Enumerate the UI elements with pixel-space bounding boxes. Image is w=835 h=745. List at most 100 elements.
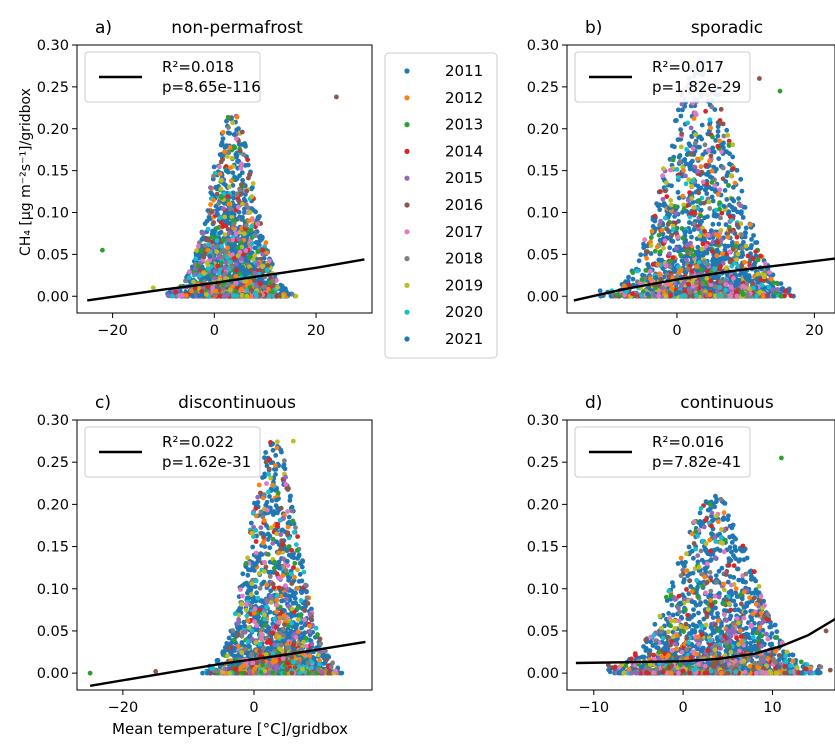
scatter-point xyxy=(745,253,751,259)
legend-label-2017: 2017 xyxy=(445,223,483,241)
scatter-point xyxy=(707,292,713,298)
scatter-point xyxy=(683,161,689,167)
scatter-point xyxy=(232,203,237,209)
scatter-point xyxy=(243,255,249,261)
scatter-point xyxy=(253,282,259,287)
scatter-point xyxy=(669,285,675,291)
scatter-point xyxy=(677,159,683,165)
scatter-point xyxy=(698,207,704,213)
scatter-point xyxy=(679,226,685,231)
scatter-point xyxy=(245,157,251,163)
scatter-point xyxy=(691,116,697,121)
scatter-point xyxy=(205,266,211,272)
scatter-point xyxy=(733,243,739,249)
scatter-point xyxy=(751,233,756,238)
scatter-point xyxy=(709,180,715,185)
scatter-point xyxy=(708,125,713,131)
scatter-point xyxy=(690,178,695,184)
scatter-point xyxy=(244,293,250,299)
scatter-point xyxy=(706,246,711,252)
scatter-point xyxy=(217,171,223,177)
scatter-point xyxy=(698,213,703,219)
scatter-point xyxy=(225,193,231,199)
panel-title: sporadic xyxy=(691,18,763,38)
scatter-point xyxy=(275,284,280,290)
scatter-point xyxy=(690,199,696,205)
scatter-point xyxy=(671,268,677,273)
scatter-point xyxy=(233,136,239,142)
scatter-point xyxy=(727,259,733,265)
scatter-point xyxy=(651,293,657,299)
scatter-point xyxy=(753,249,759,255)
scatter-point xyxy=(749,237,754,242)
scatter-point xyxy=(239,142,245,147)
scatter-point xyxy=(231,195,237,201)
scatter-point xyxy=(645,261,651,267)
scatter-point xyxy=(229,210,235,216)
scatter-point xyxy=(211,244,217,250)
scatter-point xyxy=(212,292,218,298)
scatter-point xyxy=(173,289,179,295)
scatter-point xyxy=(205,284,211,290)
scatter-point xyxy=(698,164,704,170)
scatter-point xyxy=(247,171,253,177)
scatter-point xyxy=(750,281,755,286)
scatter-point xyxy=(641,241,646,247)
scatter-point xyxy=(716,156,722,162)
axes-frame xyxy=(76,44,373,314)
scatter-point xyxy=(716,221,722,227)
scatter-point xyxy=(222,265,228,271)
scatter-point xyxy=(226,282,231,287)
scatter-point xyxy=(661,166,666,172)
scatter-point xyxy=(778,281,784,286)
scatter-point xyxy=(251,277,257,283)
scatter-point xyxy=(720,121,726,127)
scatter-point xyxy=(233,231,239,237)
scatter-point xyxy=(239,129,245,135)
scatter-point xyxy=(648,235,654,240)
scatter-point xyxy=(695,244,701,250)
scatter-point xyxy=(680,235,686,241)
scatter-point xyxy=(287,498,293,503)
scatter-point xyxy=(782,293,787,299)
scatter-point xyxy=(239,244,245,250)
scatter-point xyxy=(641,289,646,294)
scatter-point xyxy=(286,291,292,297)
scatter-point xyxy=(220,237,226,243)
scatter-point xyxy=(213,288,219,294)
scatter-point xyxy=(670,275,676,280)
scatter-point xyxy=(684,152,690,158)
scatter-point xyxy=(264,250,270,256)
scatter-point xyxy=(727,227,733,233)
scatter-point xyxy=(243,248,249,253)
scatter-point xyxy=(768,276,774,282)
scatter-point xyxy=(697,144,702,150)
scatter-point xyxy=(245,162,251,168)
scatter-point xyxy=(205,247,211,253)
scatter-point xyxy=(775,287,780,292)
scatter-point xyxy=(183,278,189,284)
scatter-point xyxy=(652,213,658,219)
scatter-point xyxy=(235,158,240,164)
scatter-point xyxy=(197,267,203,273)
scatter-point xyxy=(199,289,205,294)
scatter-point xyxy=(236,126,241,132)
scatter-point xyxy=(709,168,715,174)
scatter-point xyxy=(196,293,202,299)
scatter-point xyxy=(238,192,244,197)
x-axis-label: Mean temperature [°C]/gridbox xyxy=(112,720,348,738)
scatter-point xyxy=(187,269,192,275)
scatter-point xyxy=(690,146,696,152)
legend: 2011201220132014201520162017201820192020… xyxy=(384,52,498,359)
scatter-point xyxy=(743,271,748,277)
scatter-point xyxy=(701,259,707,265)
scatter-point xyxy=(704,162,709,168)
scatter-point xyxy=(738,203,744,209)
scatter-point xyxy=(712,107,718,112)
scatter-point xyxy=(685,120,690,126)
scatter-point xyxy=(716,293,722,298)
scatter-point xyxy=(214,191,220,197)
y-tick-label: 0.30 xyxy=(37,38,69,54)
scatter-point xyxy=(668,259,673,264)
scatter-point xyxy=(165,293,171,298)
